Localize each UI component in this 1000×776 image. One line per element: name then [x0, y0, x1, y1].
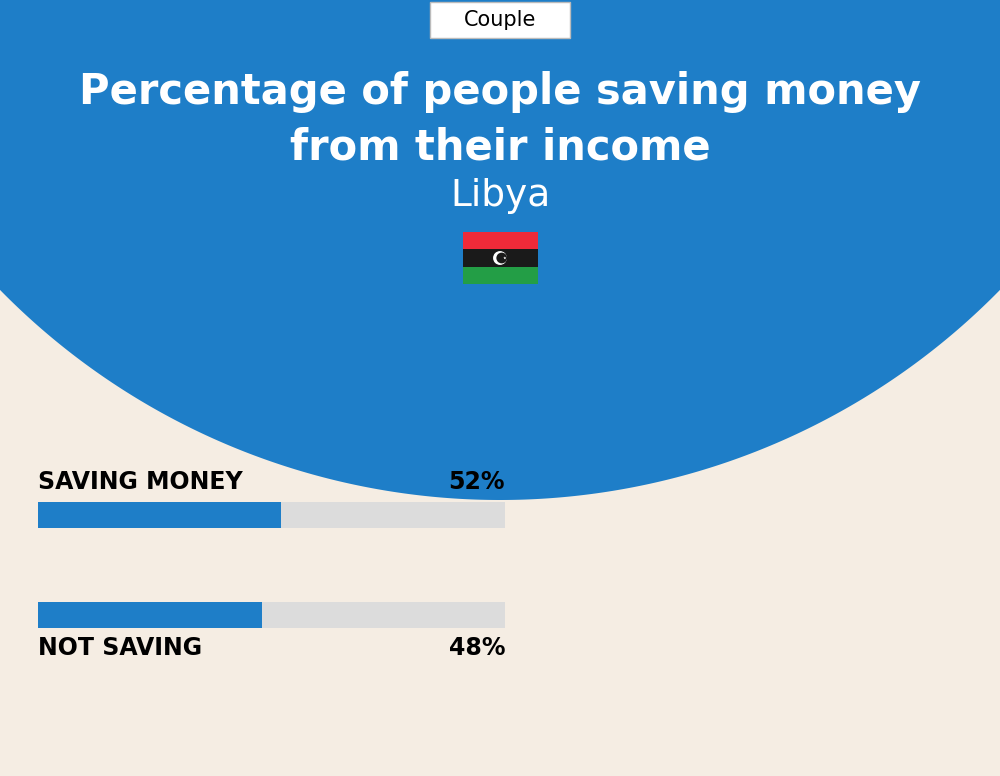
Text: 48%: 48%: [448, 636, 505, 660]
Circle shape: [496, 253, 507, 263]
Circle shape: [493, 251, 507, 265]
Bar: [38, 602, 505, 628]
Bar: [462, 249, 538, 267]
Bar: [38, 502, 505, 528]
Polygon shape: [503, 256, 506, 259]
Bar: [38, 502, 281, 528]
Text: 52%: 52%: [448, 470, 505, 494]
FancyBboxPatch shape: [430, 2, 570, 38]
Bar: [38, 602, 262, 628]
Text: NOT SAVING: NOT SAVING: [38, 636, 202, 660]
Text: SAVING MONEY: SAVING MONEY: [38, 470, 243, 494]
Text: from their income: from their income: [290, 127, 710, 169]
Text: Libya: Libya: [450, 178, 550, 214]
Text: Couple: Couple: [464, 10, 536, 30]
Bar: [462, 267, 538, 284]
Polygon shape: [0, 0, 1000, 500]
Text: Percentage of people saving money: Percentage of people saving money: [79, 71, 921, 113]
Bar: [462, 232, 538, 249]
